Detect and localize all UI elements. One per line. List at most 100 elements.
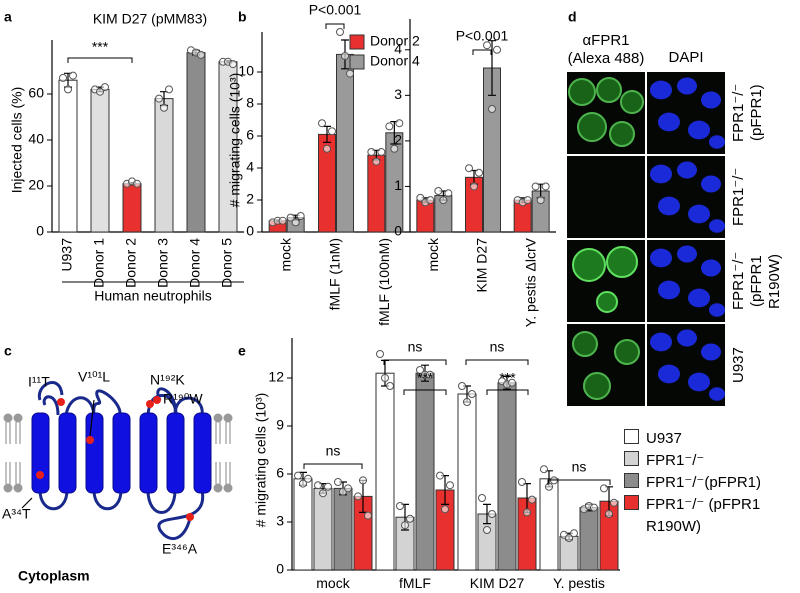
y-tick-label: 0: [246, 223, 254, 239]
data-point: [59, 73, 67, 82]
bar: [293, 478, 313, 571]
x-tick-label: KIM D27 WT: [469, 575, 525, 593]
nucleus: [650, 80, 672, 100]
row-label: FPR1⁻/⁻: [730, 167, 747, 227]
bar: [313, 487, 333, 571]
data-point: [101, 83, 109, 92]
data-point: [478, 494, 486, 502]
mutation-label: A³⁴T: [2, 506, 31, 522]
nucleus: [677, 161, 697, 179]
x-tick-label: fMLF (1nM): [327, 238, 343, 310]
data-point: [458, 382, 466, 390]
data-point: [385, 122, 394, 131]
x-tick-label: Y. pestis ΔlcrV: [522, 237, 538, 327]
legend-label: U937: [646, 430, 682, 447]
data-point: [96, 87, 104, 96]
nucleus: [709, 303, 725, 317]
panel-letter: e: [238, 343, 246, 359]
panel-letter: c: [4, 343, 12, 359]
nucleus: [677, 77, 697, 95]
legend-label: Donor 4: [370, 53, 420, 69]
data-point: [426, 370, 434, 379]
stained-cell: [609, 121, 635, 147]
y-tick-label: 3: [276, 513, 284, 529]
data-point: [286, 213, 295, 222]
data-point: [426, 196, 435, 205]
data-point: [531, 182, 540, 191]
data-point: [590, 503, 598, 512]
y-tick-label: 12: [268, 369, 284, 385]
transmembrane-helices: [31, 412, 212, 494]
panel-letter: a: [4, 9, 12, 25]
stained-cell: [572, 331, 598, 357]
data-point: [444, 189, 453, 198]
data-point: [508, 378, 516, 387]
nucleus: [677, 329, 697, 347]
nucleus: [688, 372, 710, 392]
mutation-sites: [36, 396, 194, 521]
data-point: [545, 482, 553, 491]
significance-label: ***: [499, 370, 516, 386]
stained-cell: [606, 246, 638, 278]
significance-bracket: [303, 463, 363, 469]
significance-label: ns: [490, 339, 505, 355]
significance-bracket: [547, 479, 611, 485]
panel-letter: d: [568, 9, 577, 25]
nucleus: [658, 280, 680, 300]
error-bar: [488, 40, 496, 96]
bar: [539, 478, 559, 571]
stained-cell: [620, 90, 644, 114]
stained-cell: [568, 78, 596, 106]
bar: [154, 98, 174, 233]
significance-bracket: [472, 49, 492, 55]
x-tick-label: KIM D27: [474, 238, 490, 293]
nucleus: [709, 387, 725, 401]
nucleus: [701, 91, 721, 109]
data-point: [372, 157, 381, 166]
significance-bracket: [67, 57, 133, 63]
nucleus: [688, 120, 710, 140]
y-axis-label: # migrating cells (10³): [253, 393, 269, 528]
data-point: [314, 481, 322, 490]
data-point: [401, 521, 409, 530]
legend-swatch: [624, 429, 639, 444]
y-tick-label: 10: [238, 63, 254, 79]
data-point: [367, 148, 376, 156]
data-point: [523, 196, 532, 205]
data-point: [488, 510, 496, 518]
data-point: [518, 478, 526, 486]
data-point: [600, 484, 608, 493]
significance-label: ns: [408, 339, 423, 355]
stained-cell: [596, 77, 622, 103]
data-point: [354, 492, 362, 501]
x-tick-label: Donor 1: [91, 238, 107, 288]
stained-cell: [614, 339, 640, 365]
bar: [375, 372, 395, 571]
data-point: [334, 478, 342, 486]
y-tick-label: 6: [276, 465, 284, 481]
nucleus: [658, 364, 680, 384]
nucleus: [658, 196, 680, 216]
data-point: [359, 476, 367, 485]
data-point: [341, 52, 349, 60]
data-point: [475, 168, 483, 177]
legend-label: Donor 2: [370, 33, 420, 49]
data-point: [610, 498, 618, 507]
data-point: [364, 511, 372, 520]
legend-swatch: [349, 34, 365, 50]
y-tick-label: 8: [246, 95, 254, 111]
y-tick-label: 6: [246, 127, 254, 143]
data-point: [69, 71, 77, 80]
mutation-label: N¹⁹²K: [150, 372, 185, 388]
significance-label: ns: [326, 443, 341, 459]
legend-label: FPR1⁻/⁻(pFPR1): [646, 474, 762, 491]
y-tick-label: 60: [28, 85, 44, 101]
y-axis-label: # migrating cells (10³): [227, 73, 243, 208]
bar: [497, 382, 517, 571]
data-point: [324, 482, 332, 491]
y-tick-label: 4: [246, 159, 254, 175]
data-point: [64, 85, 72, 94]
data-point: [336, 28, 344, 36]
x-tick-label: Donor 4: [187, 238, 203, 288]
